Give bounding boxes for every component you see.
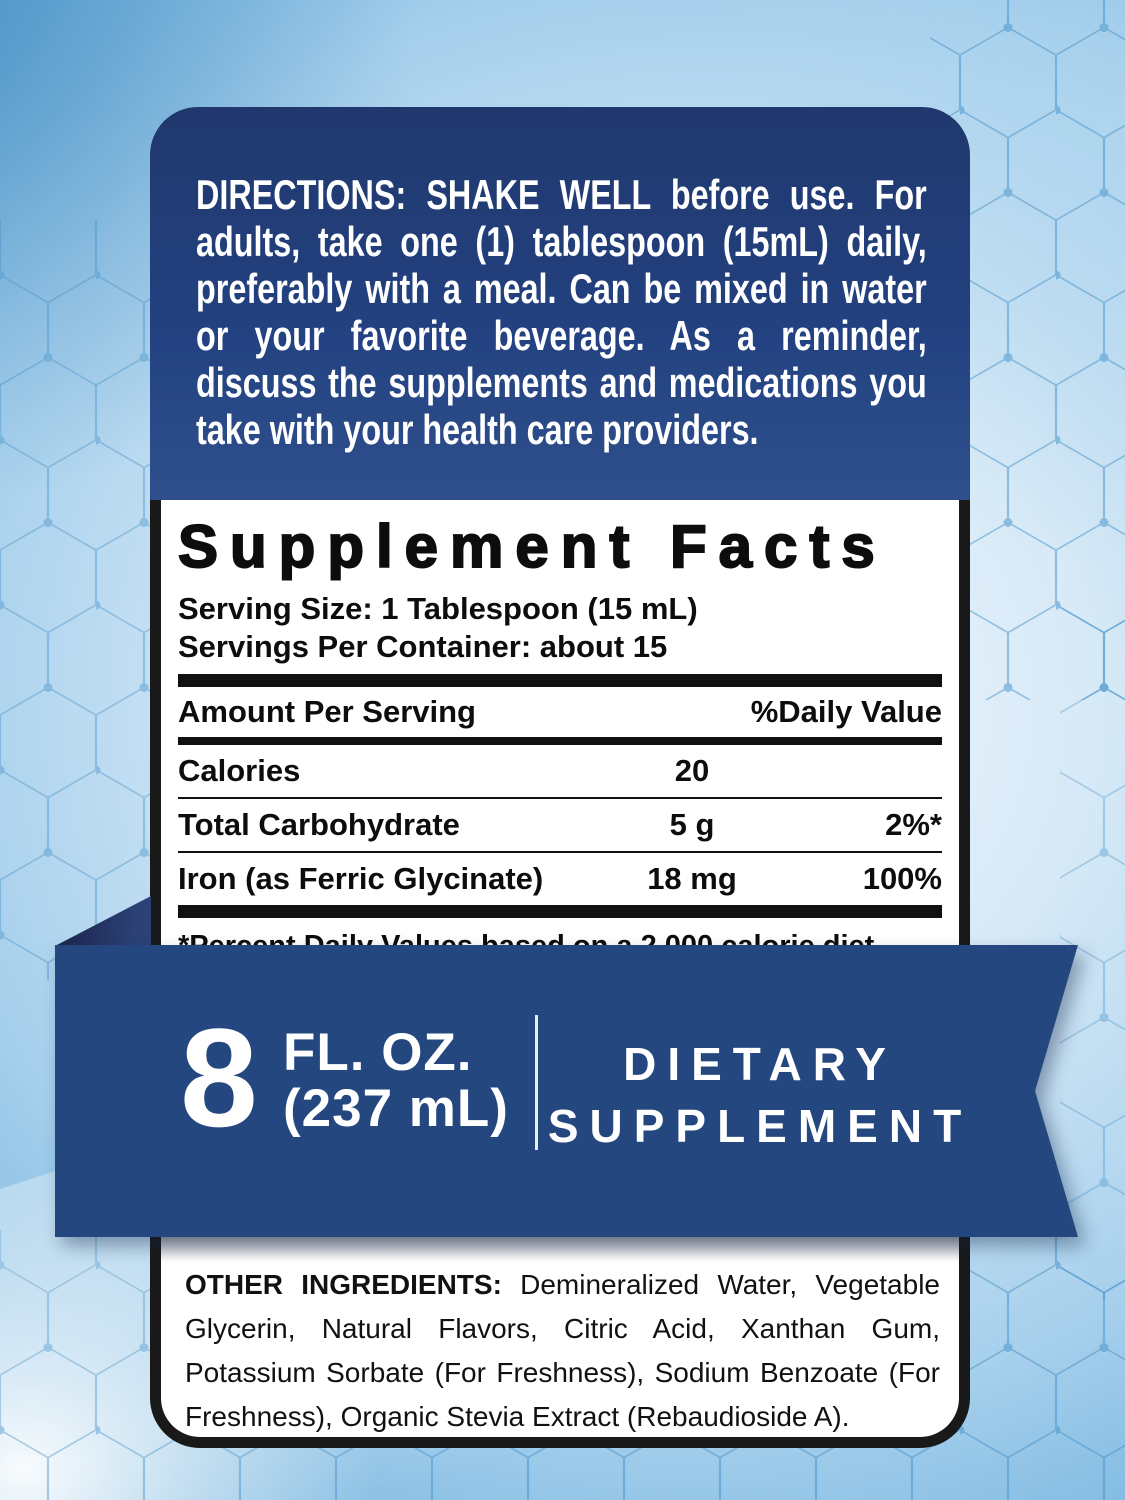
ribbon-shadow	[161, 1237, 959, 1261]
size-number: 8	[180, 999, 258, 1156]
directions-line: preferably with a meal. Can be mixed in …	[196, 265, 927, 312]
supplement-type: DIETARY SUPPLEMENT	[545, 1033, 975, 1157]
nutrient-row-calories: Calories 20	[178, 745, 942, 797]
supplement-facts-title: Supplement Facts	[177, 512, 887, 581]
serving-size: Serving Size: 1 Tablespoon (15 mL)	[178, 591, 698, 626]
other-ingredients-line: OTHER INGREDIENTS: Demineralized Water, …	[185, 1263, 940, 1307]
nutrient-row-carbohydrate: Total Carbohydrate 5 g 2%*	[178, 799, 942, 851]
divider-bar-thick	[178, 674, 942, 687]
directions-text: DIRECTIONS: SHAKE WELL before use. For a…	[196, 171, 927, 453]
facts-header-row: Amount Per Serving %Daily Value	[178, 687, 942, 737]
supplement-type-line2: SUPPLEMENT	[547, 1100, 973, 1152]
directions-line: take with your health care providers.	[196, 406, 759, 453]
nutrient-amount: 18 mg	[647, 861, 737, 896]
ribbon-divider-line	[535, 1015, 538, 1150]
other-ingredients-text: Demineralized Water, Vegetable	[501, 1269, 940, 1300]
servings-per-container: Servings Per Container: about 15	[178, 629, 668, 664]
size-metric: (237 mL)	[283, 1079, 509, 1138]
directions-line: discuss the supplements and medications …	[196, 359, 927, 406]
size-unit: FL. OZ.	[283, 1023, 473, 1082]
nutrient-row-iron: Iron (as Ferric Glycinate) 18 mg 100%	[178, 853, 942, 905]
size-ribbon: 8 FL. OZ. (237 mL) DIETARY SUPPLEMENT	[55, 945, 1078, 1237]
nutrient-amount: 20	[674, 753, 710, 788]
divider-bar-medium	[178, 737, 942, 745]
other-ingredients-line: Glycerin, Natural Flavors, Citric Acid, …	[185, 1313, 940, 1344]
nutrient-name: Calories	[178, 753, 301, 788]
amount-per-serving-header: Amount Per Serving	[178, 694, 476, 729]
ribbon-shape: 8 FL. OZ. (237 mL) DIETARY SUPPLEMENT	[55, 945, 1078, 1237]
row-divider	[178, 851, 942, 853]
other-ingredients-line: Freshness), Organic Stevia Extract (Reba…	[185, 1401, 850, 1432]
size-units: FL. OZ. (237 mL)	[283, 1025, 509, 1137]
nutrient-daily-value: 2%*	[885, 807, 942, 842]
other-ingredients-line: Potassium Sorbate (For Freshness), Sodiu…	[185, 1357, 940, 1388]
nutrient-name: Total Carbohydrate	[178, 807, 460, 842]
directions-panel: DIRECTIONS: SHAKE WELL before use. For a…	[150, 107, 970, 500]
row-divider	[178, 797, 942, 799]
other-ingredients-label: OTHER INGREDIENTS:	[185, 1269, 502, 1300]
nutrient-amount: 5 g	[669, 807, 715, 842]
nutrient-daily-value: 100%	[862, 861, 942, 896]
other-ingredients: OTHER INGREDIENTS: Demineralized Water, …	[185, 1263, 940, 1439]
supplement-facts-content: Supplement Facts Serving Size: 1 Tablesp…	[177, 512, 942, 963]
supplement-type-line1: DIETARY	[623, 1038, 897, 1090]
nutrient-name: Iron (as Ferric Glycinate)	[178, 861, 544, 896]
daily-value-header: %Daily Value	[750, 694, 942, 729]
directions-line: DIRECTIONS: SHAKE WELL before use. For	[196, 171, 927, 218]
divider-bar-thick	[178, 905, 942, 918]
directions-line: adults, take one (1) tablespoon (15mL) d…	[196, 218, 927, 265]
directions-line: or your favorite beverage. As a reminder…	[196, 312, 927, 359]
